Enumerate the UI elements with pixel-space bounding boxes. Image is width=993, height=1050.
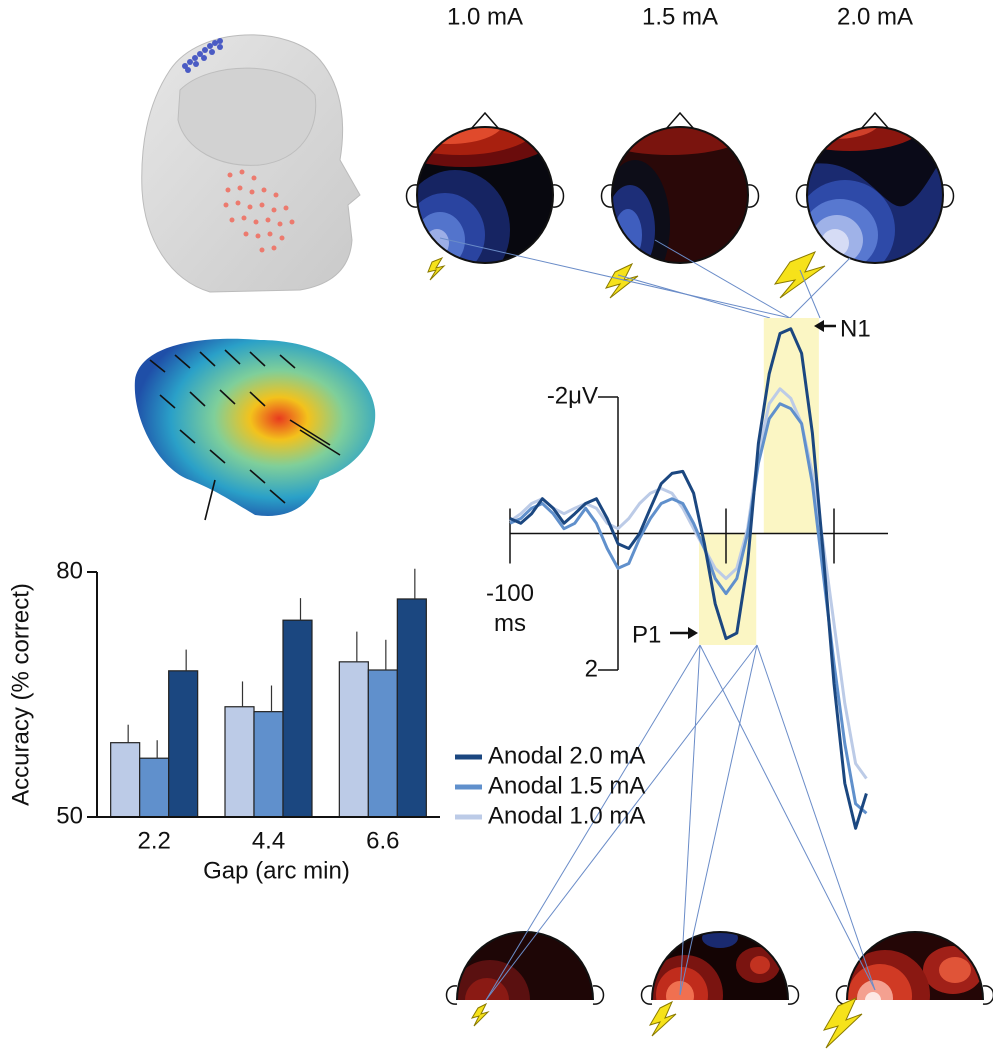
- x-axis-label: Gap (arc min): [203, 857, 350, 884]
- y-tick-label: 50: [56, 802, 83, 829]
- bar: [224, 706, 255, 818]
- legend-label: Anodal 1.5 mA: [488, 772, 645, 799]
- topomap: [405, 111, 565, 264]
- topomap-label: 1.0 mA: [447, 3, 523, 30]
- bar: [110, 742, 141, 818]
- head-model: [141, 34, 361, 293]
- bar: [253, 711, 284, 818]
- x-tick-label: 4.4: [252, 827, 285, 854]
- x-tick-label: 6.6: [366, 827, 399, 854]
- annotation: N1: [840, 315, 871, 342]
- topomap-label: 2.0 mA: [837, 3, 913, 30]
- y-tick-label: 2: [585, 655, 598, 682]
- erp-line: [509, 327, 868, 830]
- topomap: [795, 111, 955, 264]
- x-tick-label: -100 ms: [485, 579, 535, 637]
- annotation: P1: [632, 621, 661, 648]
- bar: [338, 661, 369, 818]
- bar: [396, 598, 427, 818]
- topomap: [445, 931, 605, 1005]
- erp-line: [509, 402, 868, 815]
- bar: [139, 757, 170, 818]
- topomap: [600, 111, 760, 264]
- y-tick-label: -2μV: [547, 382, 598, 409]
- y-axis-label: Accuracy (% correct): [7, 583, 34, 806]
- bar: [168, 670, 199, 818]
- x-tick-label: 2.2: [137, 827, 170, 854]
- topomap-label: 1.5 mA: [642, 3, 718, 30]
- y-tick-label: 80: [56, 557, 83, 584]
- brain-map: [134, 338, 376, 521]
- topomaps-top: [405, 111, 955, 319]
- bar: [367, 669, 398, 818]
- windows: [699, 318, 819, 645]
- bar: [282, 619, 313, 818]
- topomaps-bottom: [445, 644, 993, 1049]
- legend-label: Anodal 2.0 mA: [488, 742, 645, 769]
- legend-label: Anodal 1.0 mA: [488, 802, 645, 829]
